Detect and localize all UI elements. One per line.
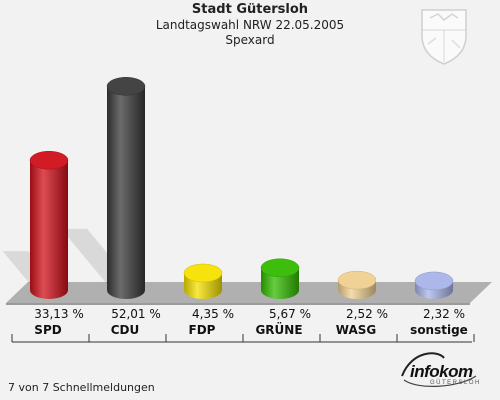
bar-cdu [107, 86, 145, 300]
page-subtitle: Landtagswahl NRW 22.05.2005 [155, 18, 345, 32]
infokom-logo-icon [401, 352, 477, 387]
logo-subtext: GÜTERSLOH [430, 380, 481, 386]
category-label: CDU [111, 323, 140, 337]
bars [29, 77, 454, 300]
bar-top-fdp [183, 263, 223, 283]
region-name: Spexard [225, 33, 275, 47]
value-labels: 33,13 % 52,01 % 4,35 % 5,67 % 2,52 % 2,32 % [34, 307, 465, 321]
coat-of-arms-icon [421, 9, 467, 65]
bar-top-cdu [106, 77, 146, 96]
value-label: 2,52 % [346, 307, 388, 321]
value-label: 52,01 % [111, 307, 161, 321]
logo-wordmark: infokom [410, 362, 473, 381]
value-label: 4,35 % [192, 307, 234, 321]
category-label: GRÜNE [255, 322, 302, 337]
chart-floor-shade [6, 303, 470, 305]
category-axis [11, 334, 475, 343]
bar-spd [30, 160, 68, 299]
bar-top-wasg [337, 270, 377, 290]
category-label: sonstige [410, 323, 468, 337]
status-text: 7 von 7 Schnellmeldungen [8, 381, 155, 394]
bar-top-sonstige [414, 271, 454, 291]
bar-top-grüne [260, 258, 300, 278]
category-label: SPD [34, 323, 61, 337]
category-labels: SPD CDU FDP GRÜNE WASG sonstige [34, 322, 468, 337]
category-label: FDP [189, 323, 216, 337]
value-label: 5,67 % [269, 307, 311, 321]
value-label: 33,13 % [34, 307, 84, 321]
value-label: 2,32 % [423, 307, 465, 321]
bar-top-spd [29, 150, 69, 170]
bar-shadows [2, 228, 446, 290]
page-title: Stadt Gütersloh [191, 2, 309, 17]
category-label: WASG [336, 323, 376, 337]
